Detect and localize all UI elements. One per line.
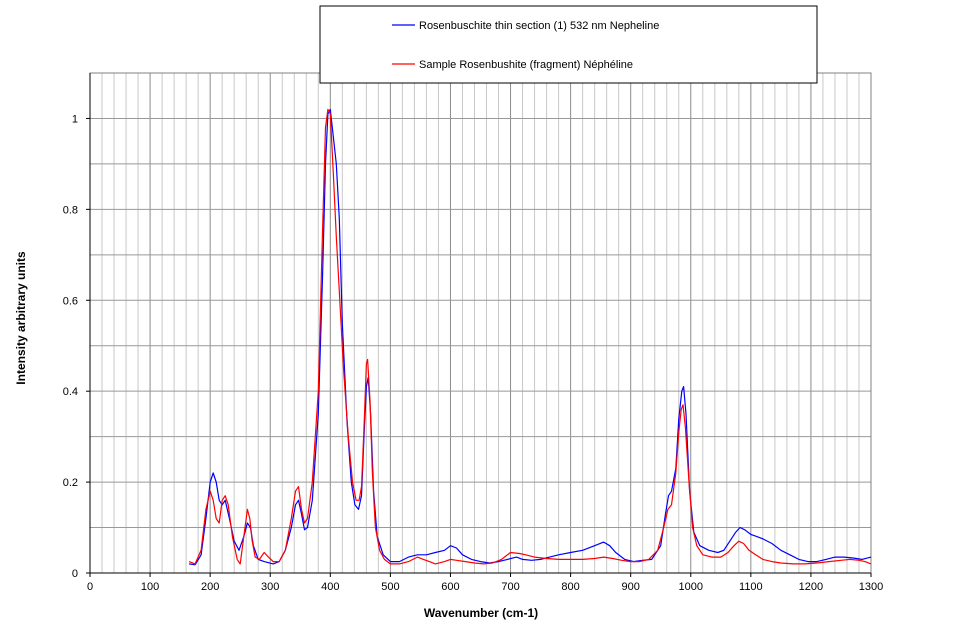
- y-tick-label: 0.4: [63, 386, 78, 398]
- x-tick-label: 800: [561, 581, 579, 593]
- x-tick-label: 1000: [679, 581, 703, 593]
- y-tick-label: 1: [72, 113, 78, 125]
- legend: Rosenbuschite thin section (1) 532 nm Ne…: [319, 5, 818, 84]
- tick-labels: 0 100 200 300 400 500 600 700 800 900 1000 1100 1200…: [63, 113, 884, 593]
- x-tick-label: 400: [321, 581, 339, 593]
- grid-lines: [90, 72, 871, 573]
- axes: [89, 73, 871, 574]
- y-axis-title: Intensity arbitrary units: [14, 251, 28, 385]
- series-line-2: [188, 108, 872, 565]
- y-tick-label: 0.6: [63, 295, 78, 307]
- x-tick-label: 600: [441, 581, 459, 593]
- x-tick-label: 1300: [859, 581, 883, 593]
- plot-frame: [89, 72, 872, 574]
- y-tick-label: 0: [72, 568, 78, 580]
- x-tick-label: 500: [381, 581, 399, 593]
- x-tick-label: 200: [201, 581, 219, 593]
- x-tick-label: 1100: [739, 581, 763, 593]
- legend-label-1: Rosenbuschite thin section (1) 532 nm Ne…: [419, 20, 659, 32]
- x-tick-label: 100: [141, 581, 159, 593]
- y-tick-label: 0.2: [63, 477, 78, 489]
- y-tick-label: 0.8: [63, 204, 78, 216]
- x-tick-label: 700: [501, 581, 519, 593]
- x-tick-label: 300: [261, 581, 279, 593]
- x-tick-label: 900: [622, 581, 640, 593]
- legend-box: [319, 5, 818, 84]
- x-axis-title: Wavenumber (cm-1): [424, 606, 538, 620]
- x-tick-label: 1200: [799, 581, 823, 593]
- legend-label-2: Sample Rosenbushite (fragment) Néphéline: [419, 59, 633, 71]
- series-line-1: [189, 108, 872, 566]
- series-lines: [188, 108, 872, 566]
- x-tick-label: 0: [87, 581, 93, 593]
